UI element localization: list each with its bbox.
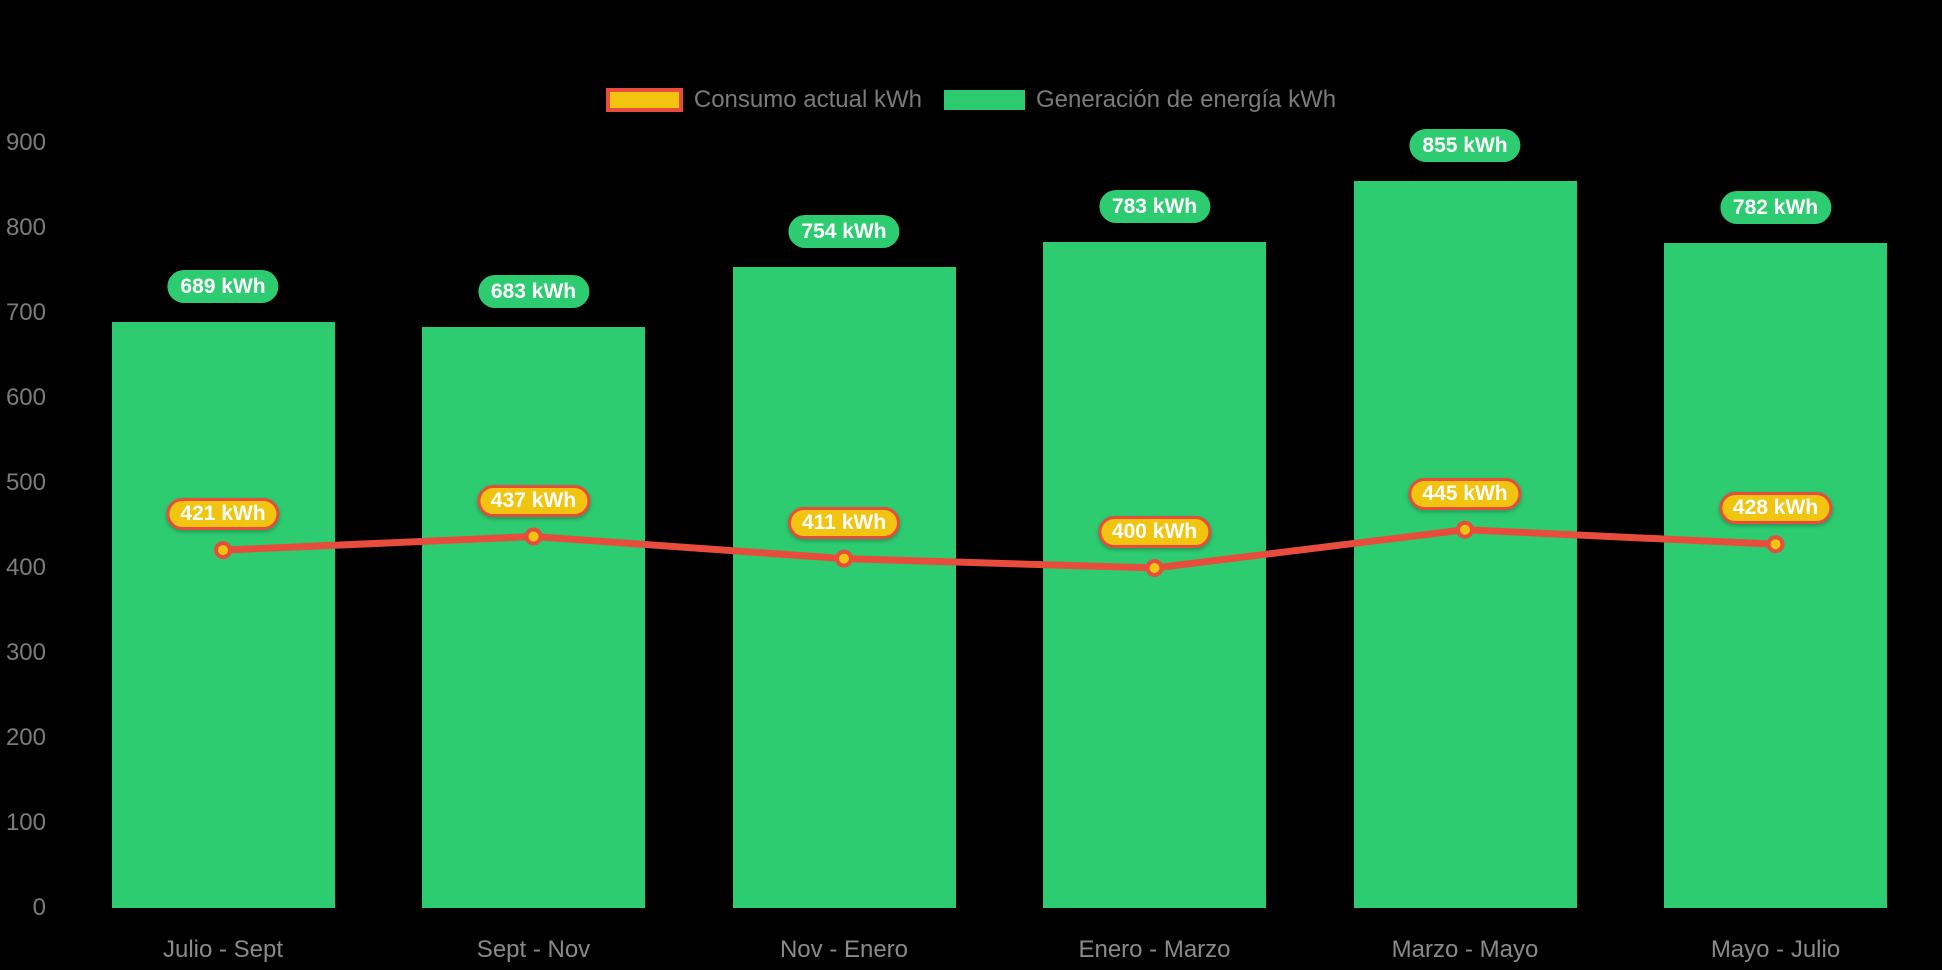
y-axis-tick-400: 400	[5, 554, 46, 581]
generation-value-badge-sept-nov: 683 kWh	[477, 275, 590, 309]
consumption-point-sept-nov[interactable]	[524, 527, 543, 546]
legend-label-generacion: Generación de energía kWh	[1035, 86, 1337, 113]
consumption-value-badge-mayo-julio: 428 kWh	[1718, 492, 1833, 525]
consumption-value-badge-enero-marzo: 400 kWh	[1097, 516, 1212, 548]
x-axis-label-mayo-julio: Mayo - Julio	[1710, 936, 1841, 963]
legend-item-consumo[interactable]: Consumo actual kWh	[605, 86, 922, 114]
bar-julio-sept[interactable]	[111, 322, 335, 908]
consumption-value-badge-julio-sept: 421 kWh	[166, 498, 280, 531]
generation-value-badge-marzo-mayo: 855 kWh	[1409, 129, 1521, 163]
y-axis-tick-900: 900	[5, 129, 46, 156]
chart-legend: Consumo actual kWh Generación de energía…	[0, 86, 1942, 114]
consumption-value-badge-nov-enero: 411 kWh	[787, 506, 901, 539]
bar-marzo-mayo[interactable]	[1353, 181, 1577, 908]
generation-value-badge-julio-sept: 689 kWh	[167, 270, 279, 304]
y-axis-tick-100: 100	[5, 809, 46, 836]
x-axis-label-sept-nov: Sept - Nov	[476, 936, 591, 963]
legend-label-consumo: Consumo actual kWh	[693, 86, 922, 113]
y-axis-tick-800: 800	[5, 214, 46, 241]
bar-sept-nov[interactable]	[422, 327, 645, 908]
y-axis-tick-600: 600	[5, 384, 46, 411]
consumption-line	[219, 526, 1779, 572]
x-axis-label-julio-sept: Julio - Sept	[162, 936, 284, 963]
generation-value-badge-enero-marzo: 783 kWh	[1098, 190, 1211, 224]
consumption-point-julio-sept[interactable]	[214, 541, 232, 560]
x-axis-label-nov-enero: Nov - Enero	[779, 936, 909, 963]
consumption-point-mayo-julio[interactable]	[1766, 535, 1785, 554]
x-axis-label-marzo-mayo: Marzo - Mayo	[1391, 936, 1539, 963]
consumption-point-marzo-mayo[interactable]	[1456, 520, 1474, 539]
y-axis-tick-500: 500	[5, 469, 46, 496]
y-axis-tick-200: 200	[5, 724, 46, 751]
generation-value-badge-mayo-julio: 782 kWh	[1719, 191, 1832, 225]
y-axis-tick-300: 300	[5, 639, 46, 666]
consumption-point-nov-enero[interactable]	[835, 549, 853, 568]
x-axis-label-enero-marzo: Enero - Marzo	[1078, 936, 1231, 963]
generacion-swatch-icon	[943, 90, 1025, 110]
y-axis-tick-700: 700	[5, 299, 46, 326]
consumption-value-badge-sept-nov: 437 kWh	[476, 484, 591, 517]
generation-value-badge-nov-enero: 754 kWh	[788, 215, 900, 249]
consumption-point-enero-marzo[interactable]	[1145, 559, 1164, 577]
consumption-value-badge-marzo-mayo: 445 kWh	[1408, 477, 1522, 510]
consumo-swatch-icon	[605, 88, 683, 112]
legend-item-generacion[interactable]: Generación de energía kWh	[943, 86, 1337, 114]
bar-mayo-julio[interactable]	[1664, 243, 1887, 908]
y-axis-tick-0: 0	[32, 894, 46, 921]
bar-nov-enero[interactable]	[732, 267, 956, 908]
